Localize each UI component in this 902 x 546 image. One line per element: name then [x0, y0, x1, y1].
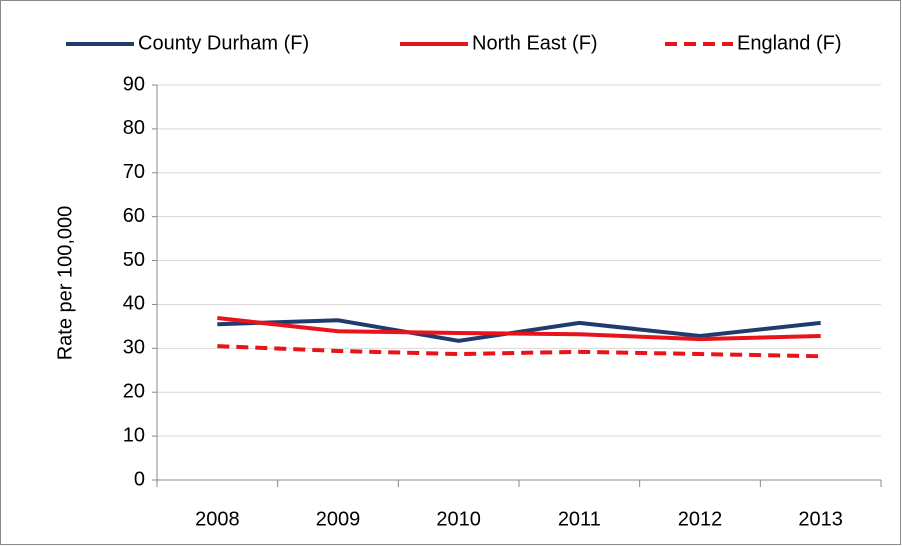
y-tick-label: 40	[123, 293, 145, 315]
legend-label: County Durham (F)	[138, 32, 309, 54]
legend-label: North East (F)	[472, 32, 598, 54]
x-tick-label: 2012	[678, 508, 723, 530]
x-tick-label: 2008	[195, 508, 240, 530]
x-tick-label: 2013	[798, 508, 843, 530]
y-tick-label: 60	[123, 205, 145, 227]
y-tick-label: 0	[134, 468, 145, 490]
x-tick-label: 2011	[558, 508, 601, 530]
y-tick-label: 80	[123, 117, 145, 139]
y-axis-label: Rate per 100,000	[54, 206, 76, 361]
line-series	[217, 344, 821, 359]
y-tick-label: 10	[123, 424, 145, 446]
y-tick-label: 20	[123, 381, 145, 403]
y-tick-label: 70	[123, 161, 145, 183]
y-tick-label: 50	[123, 249, 145, 271]
y-tick-label: 30	[123, 337, 145, 359]
y-tick-label: 90	[123, 73, 145, 95]
legend-label: England (F)	[737, 32, 842, 54]
line-series	[217, 316, 821, 342]
x-tick-label: 2010	[436, 508, 481, 530]
x-tick-label: 2009	[316, 508, 361, 530]
